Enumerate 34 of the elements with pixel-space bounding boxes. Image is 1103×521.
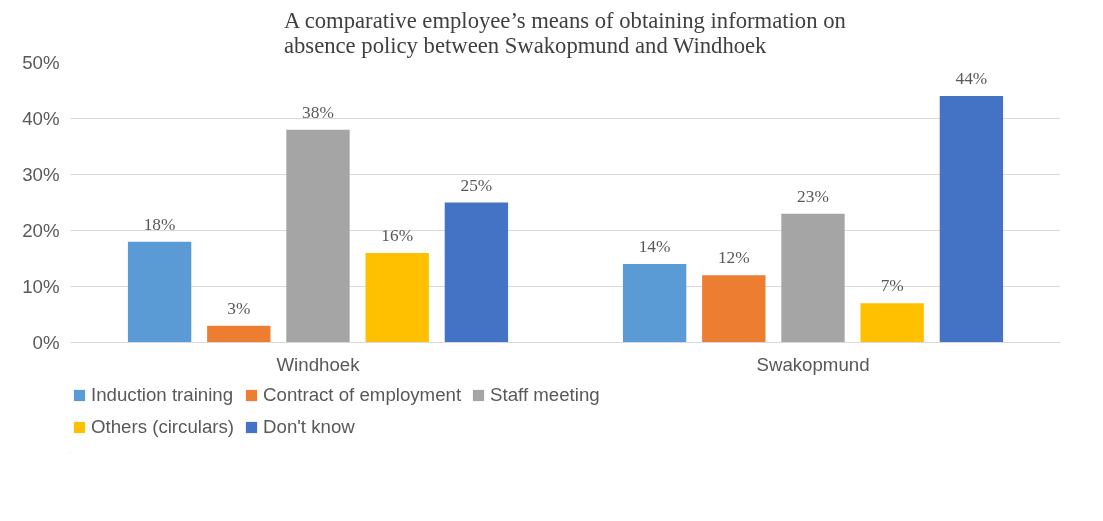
legend-label: Induction training [91,384,234,406]
bar [781,213,845,343]
y-tick-label: 40% [22,108,60,129]
legend-label: Don't know [263,416,355,438]
y-tick-label: 0% [32,332,60,353]
data-label: 44% [955,69,988,89]
data-label: 7% [880,276,904,296]
data-label: 38% [302,102,334,122]
data-label: 12% [717,248,750,268]
data-label: 14% [638,237,671,257]
bar [365,252,429,343]
bar [207,325,271,343]
data-label: 16% [381,225,414,245]
x-tick-label: Windhoek [276,353,361,375]
data-label: 18% [143,214,176,234]
bar [127,241,192,343]
legend-label: Contract of employment [263,384,462,406]
legend-label: Others (circulars) [91,416,235,438]
y-tick-label: 50% [22,52,60,73]
bar [444,202,509,343]
bar [939,96,1004,343]
y-tick-label: 10% [22,276,60,297]
x-tick-label: Swakopmund [756,353,870,375]
y-tick-label: 30% [22,164,60,185]
chart-title: A comparative employee’s means of obtaining information on absence policy between Swakopmund and Windhoek [283,7,846,58]
y-tick-label: 20% [22,220,60,241]
bar [702,275,766,343]
bar [622,264,687,343]
data-label: 25% [460,175,493,195]
bar [860,303,924,343]
legend-label: Staff meeting [490,384,600,406]
data-label: 23% [797,186,829,206]
bar [286,129,350,343]
data-label: 3% [227,298,251,318]
